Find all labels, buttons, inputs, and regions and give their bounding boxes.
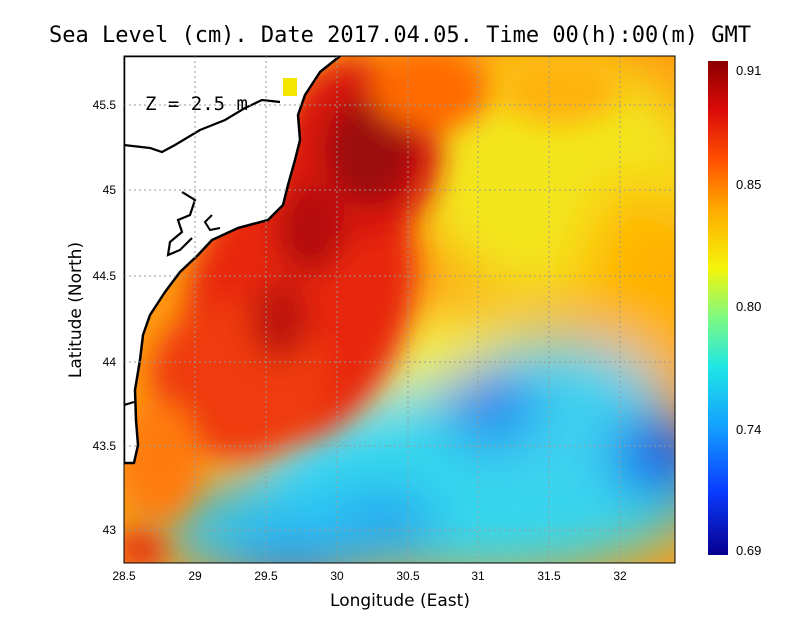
x-tick: 32 bbox=[613, 569, 627, 583]
map-title: Sea Level (cm). Date 2017.04.05. Time 00… bbox=[49, 23, 751, 48]
y-tick: 45 bbox=[103, 183, 117, 197]
depth-label: Z = 2.5 m bbox=[145, 93, 248, 115]
plot-frame bbox=[123, 55, 676, 564]
colorbar-tick: 0.85 bbox=[736, 177, 761, 192]
colorbar-tick: 0.91 bbox=[736, 63, 761, 78]
colorbar-tick: 0.80 bbox=[736, 299, 761, 314]
x-tick: 30.5 bbox=[396, 569, 420, 583]
x-tick: 31.5 bbox=[537, 569, 561, 583]
y-tick: 44.5 bbox=[93, 269, 117, 283]
y-axis-label: Latitude (North) bbox=[66, 242, 86, 378]
x-tick: 29.5 bbox=[254, 569, 278, 583]
y-tick: 43.5 bbox=[93, 439, 117, 453]
x-tick: 28.5 bbox=[112, 569, 136, 583]
land-mass bbox=[124, 56, 342, 465]
x-tick: 29 bbox=[188, 569, 202, 583]
colorbar-tick: 0.74 bbox=[736, 422, 761, 437]
colorbar: 0.91 0.85 0.80 0.74 0.69 bbox=[708, 61, 761, 558]
x-tick: 31 bbox=[471, 569, 485, 583]
colorbar-tick: 0.69 bbox=[736, 543, 761, 558]
sea-level-field bbox=[124, 56, 675, 563]
y-tick: 45.5 bbox=[93, 98, 117, 112]
y-axis-ticks: 45.5 45 44.5 44 43.5 43 bbox=[93, 98, 117, 537]
y-tick: 44 bbox=[103, 355, 117, 369]
x-axis-label: Longitude (East) bbox=[330, 591, 470, 611]
y-tick: 43 bbox=[103, 523, 117, 537]
x-tick: 30 bbox=[330, 569, 344, 583]
grid-lines bbox=[124, 56, 675, 563]
x-axis-ticks: 28.5 29 29.5 30 30.5 31 31.5 32 bbox=[112, 569, 627, 583]
colorbar-scale bbox=[708, 61, 728, 555]
